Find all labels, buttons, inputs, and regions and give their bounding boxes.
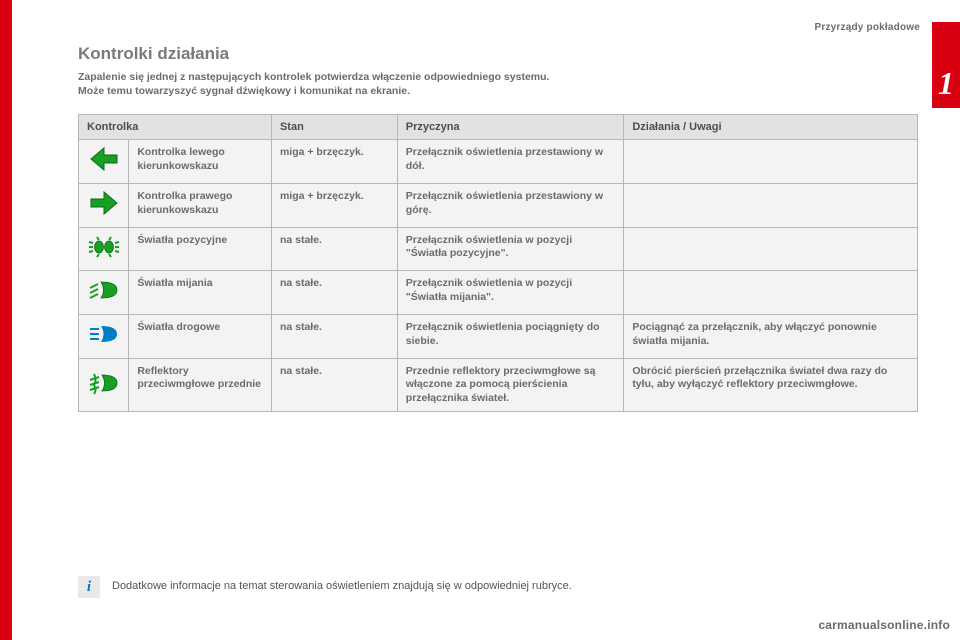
indicator-cause: Przełącznik oświetlenia pociągnięty do s… — [397, 314, 624, 358]
indicator-action — [624, 140, 918, 184]
indicator-name: Kontrolka prawego kierunkowskazu — [129, 183, 272, 227]
indicator-state: na stałe. — [271, 314, 397, 358]
indicator-action — [624, 227, 918, 271]
indicator-cause: Przełącznik oświetlenia przestawiony w d… — [397, 140, 624, 184]
table-row: Światła drogowe na stałe. Przełącznik oś… — [79, 314, 918, 358]
indicator-action: Pociągnąć za przełącznik, aby włączyć po… — [624, 314, 918, 358]
indicator-state: na stałe. — [271, 358, 397, 412]
indicator-action — [624, 183, 918, 227]
dipped-beam-icon — [87, 275, 121, 305]
indicator-action — [624, 271, 918, 315]
table-row: Światła mijania na stałe. Przełącznik oś… — [79, 271, 918, 315]
th-stan: Stan — [271, 115, 397, 140]
front-fog-icon — [87, 368, 121, 398]
info-icon: i — [78, 576, 100, 598]
indicators-table: Kontrolka Stan Przyczyna Działania / Uwa… — [78, 114, 918, 412]
left-turn-icon — [87, 144, 121, 174]
indicator-name: Światła pozycyjne — [129, 227, 272, 271]
table-row: Reflektory przeciwmgłowe przednie na sta… — [79, 358, 918, 412]
indicator-name: Kontrolka lewego kierunkowskazu — [129, 140, 272, 184]
icon-cell — [79, 140, 129, 184]
indicator-state: na stałe. — [271, 271, 397, 315]
indicator-state: miga + brzęczyk. — [271, 140, 397, 184]
indicator-state: na stałe. — [271, 227, 397, 271]
sidelights-icon — [87, 232, 121, 262]
indicator-action: Obrócić pierścień przełącznika świateł d… — [624, 358, 918, 412]
indicator-name: Światła drogowe — [129, 314, 272, 358]
right-turn-icon — [87, 188, 121, 218]
chapter-tab: 1 — [932, 22, 960, 108]
icon-cell — [79, 314, 129, 358]
watermark: carmanualsonline.info — [818, 618, 950, 632]
info-text: Dodatkowe informacje na temat sterowania… — [112, 576, 572, 592]
main-beam-icon — [87, 319, 121, 349]
th-przyczyna: Przyczyna — [397, 115, 624, 140]
indicator-name: Reflektory przeciwmgłowe przednie — [129, 358, 272, 412]
table-row: Kontrolka lewego kierunkowskazu miga + b… — [79, 140, 918, 184]
table-header-row: Kontrolka Stan Przyczyna Działania / Uwa… — [79, 115, 918, 140]
icon-cell — [79, 271, 129, 315]
page-heading: Kontrolki działania — [78, 44, 918, 64]
th-kontrolka: Kontrolka — [79, 115, 272, 140]
icon-cell — [79, 358, 129, 412]
icon-cell — [79, 183, 129, 227]
chapter-number: 1 — [938, 65, 954, 102]
table-row: Światła pozycyjne na stałe. Przełącznik … — [79, 227, 918, 271]
breadcrumb: Przyrządy pokładowe — [815, 22, 921, 33]
indicator-cause: Przednie reflektory przeciwmgłowe są włą… — [397, 358, 624, 412]
red-side-stripe — [0, 0, 12, 640]
indicator-name: Światła mijania — [129, 271, 272, 315]
intro-text: Zapalenie się jednej z następujących kon… — [78, 70, 918, 98]
info-row: i Dodatkowe informacje na temat sterowan… — [78, 576, 918, 598]
indicator-cause: Przełącznik oświetlenia w pozycji "Świat… — [397, 271, 624, 315]
indicator-cause: Przełącznik oświetlenia w pozycji "Świat… — [397, 227, 624, 271]
intro-line-2: Może temu towarzyszyć sygnał dźwiękowy i… — [78, 85, 410, 97]
indicator-cause: Przełącznik oświetlenia przestawiony w g… — [397, 183, 624, 227]
content-area: Kontrolki działania Zapalenie się jednej… — [78, 44, 918, 412]
th-dzialania: Działania / Uwagi — [624, 115, 918, 140]
intro-line-1: Zapalenie się jednej z następujących kon… — [78, 71, 549, 83]
icon-cell — [79, 227, 129, 271]
indicator-state: miga + brzęczyk. — [271, 183, 397, 227]
table-row: Kontrolka prawego kierunkowskazu miga + … — [79, 183, 918, 227]
page: 1 Przyrządy pokładowe Kontrolki działani… — [18, 0, 960, 640]
